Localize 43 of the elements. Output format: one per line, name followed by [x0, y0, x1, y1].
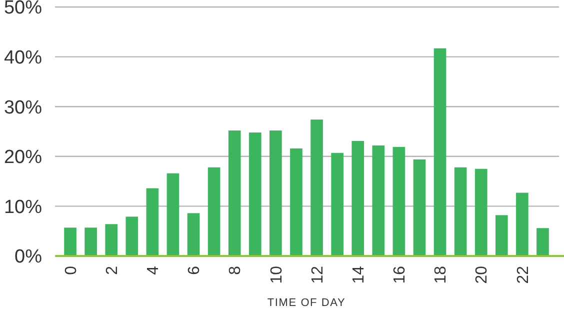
- bar: [187, 213, 200, 256]
- bar: [84, 228, 97, 256]
- bar: [495, 215, 508, 256]
- x-tick-label: 20: [474, 266, 491, 284]
- bar: [64, 228, 76, 256]
- x-tick-label: 8: [227, 266, 244, 275]
- bar: [105, 224, 118, 256]
- bar: [392, 146, 406, 256]
- y-tick-label: 30%: [4, 97, 42, 118]
- x-axis-title: TIME OF DAY: [267, 297, 346, 309]
- bar: [208, 167, 220, 256]
- bar: [454, 167, 467, 256]
- bar: [434, 48, 446, 256]
- x-tick-label: 14: [350, 266, 368, 284]
- x-tick-label: 18: [432, 266, 450, 284]
- bar: [536, 228, 549, 256]
- y-tick-label: 0%: [14, 246, 42, 268]
- y-tick-label: 50%: [4, 0, 42, 19]
- x-tick-label: 12: [309, 266, 326, 284]
- bar: [331, 152, 344, 256]
- x-tick-label: 0: [62, 266, 80, 275]
- x-tick-label: 10: [268, 266, 286, 284]
- bar: [413, 159, 426, 256]
- x-tick-label: 4: [145, 266, 162, 275]
- bar: [352, 140, 364, 256]
- bar: [146, 188, 159, 256]
- bar: [166, 173, 180, 256]
- bar: [290, 148, 302, 256]
- x-tick-label: 22: [514, 266, 532, 284]
- y-tick-label: 40%: [4, 47, 42, 68]
- x-tick-label: 6: [186, 266, 204, 275]
- bar: [270, 130, 282, 256]
- x-tick-label: 16: [392, 266, 409, 284]
- y-tick-label: 10%: [4, 196, 42, 218]
- x-tick-label: 2: [104, 266, 121, 275]
- y-tick-label: 20%: [4, 147, 42, 168]
- bar: [372, 145, 385, 256]
- bar: [228, 130, 241, 256]
- bar: [474, 168, 488, 256]
- bar: [310, 120, 323, 256]
- bar: [248, 132, 262, 256]
- bar: [516, 192, 528, 256]
- bar: [126, 216, 138, 256]
